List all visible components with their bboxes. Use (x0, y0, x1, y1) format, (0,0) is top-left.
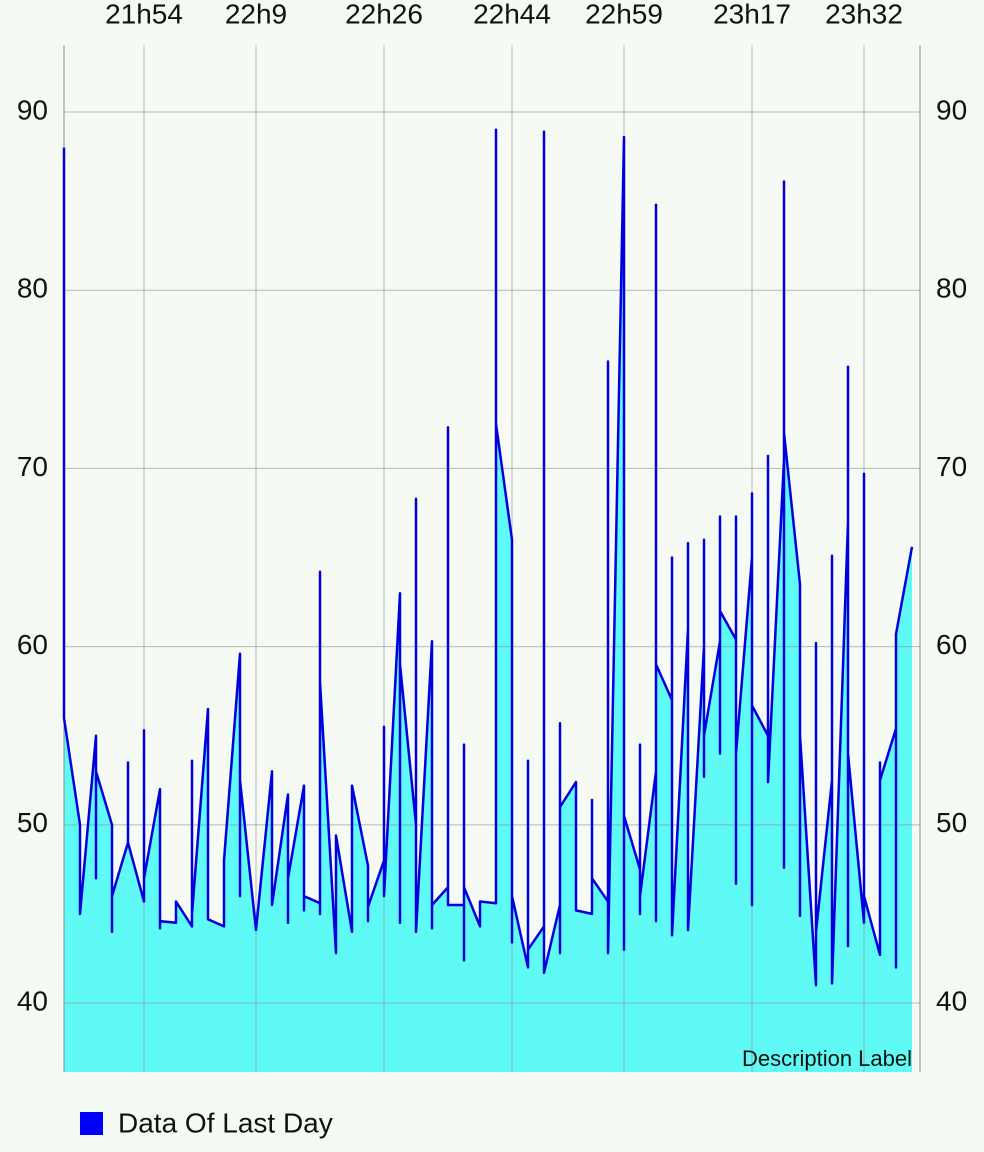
y-tick-label-right: 70 (936, 451, 967, 482)
x-tick-label: 21h54 (105, 0, 183, 29)
y-tick-label: 60 (17, 629, 48, 660)
y-tick-label: 50 (17, 807, 48, 838)
y-tick-label-right: 80 (936, 273, 967, 304)
description-label: Description Label (742, 1046, 912, 1071)
y-tick-label-right: 50 (936, 807, 967, 838)
y-tick-label-right: 90 (936, 94, 967, 125)
y-tick-label: 70 (17, 451, 48, 482)
x-tick-label: 23h17 (713, 0, 791, 29)
x-tick-label: 22h9 (225, 0, 287, 29)
y-tick-label-right: 60 (936, 629, 967, 660)
area-fill (64, 129, 912, 1073)
y-tick-label: 80 (17, 273, 48, 304)
y-tick-label: 40 (17, 985, 48, 1016)
legend-swatch (80, 1112, 103, 1135)
x-tick-label: 22h26 (345, 0, 423, 29)
y-tick-label-right: 40 (936, 985, 967, 1016)
legend-label: Data Of Last Day (118, 1107, 333, 1138)
y-tick-label: 90 (17, 94, 48, 125)
x-tick-label: 22h44 (473, 0, 551, 29)
x-tick-label: 22h59 (585, 0, 663, 29)
line (62, 128, 914, 987)
x-tick-label: 23h32 (825, 0, 903, 29)
